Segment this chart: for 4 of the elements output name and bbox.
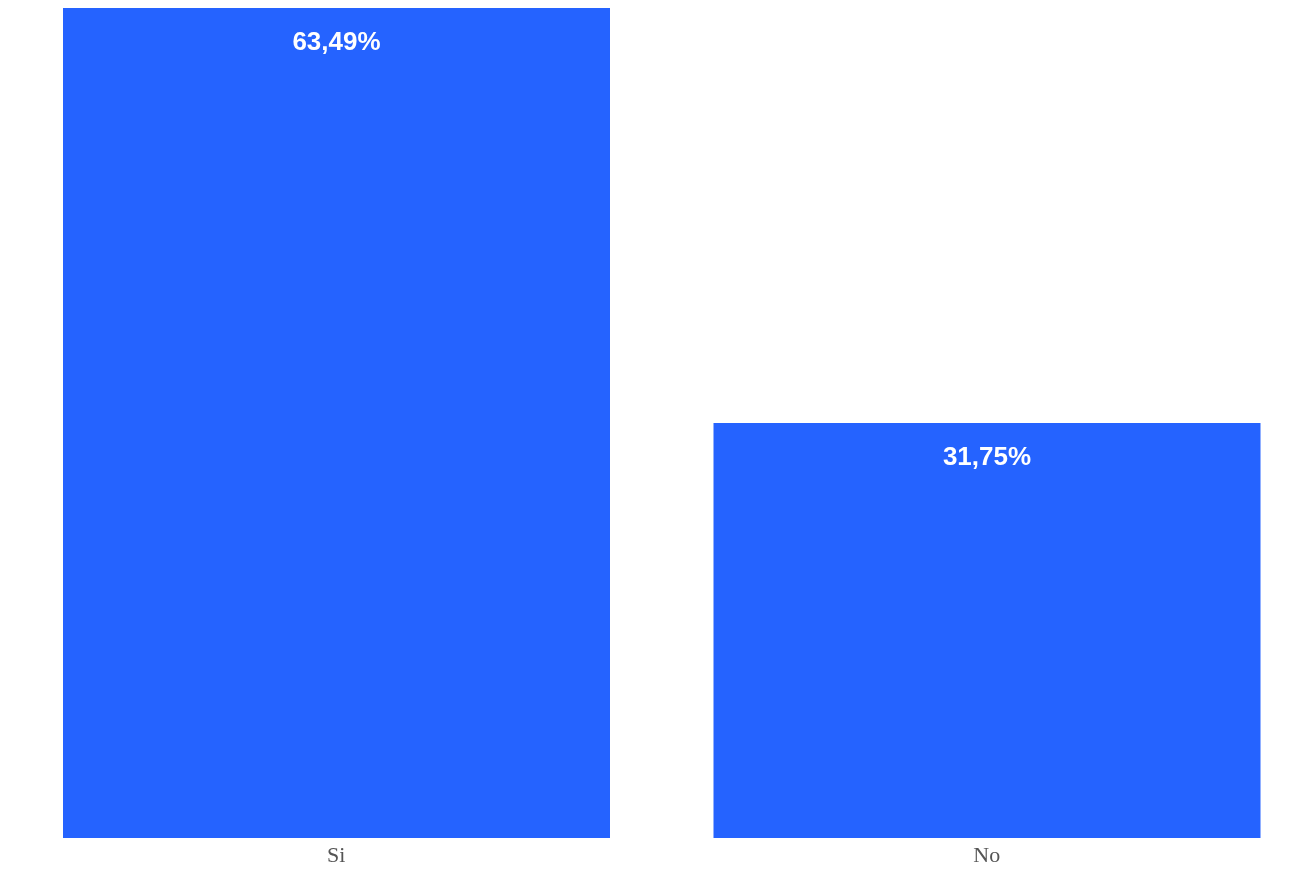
x-tick-label: Si (327, 841, 346, 867)
data-label: 63,49% (292, 26, 381, 56)
x-tick-label: No (973, 841, 1001, 867)
data-label: 31,75% (942, 440, 1032, 471)
